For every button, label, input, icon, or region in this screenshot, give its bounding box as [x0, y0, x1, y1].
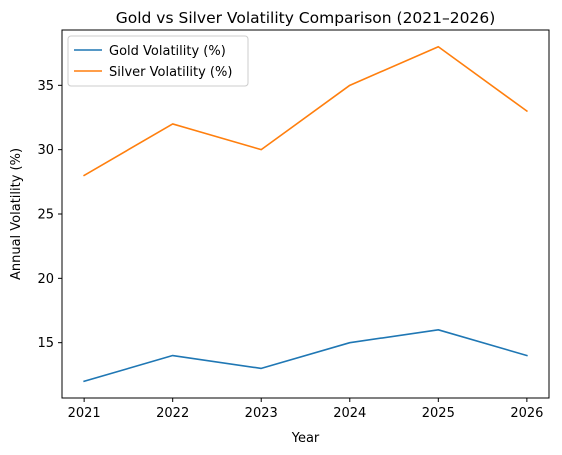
x-axis-label: Year — [291, 431, 320, 446]
legend: Gold Volatility (%) Silver Volatility (%… — [67, 35, 249, 87]
legend-box — [67, 35, 249, 87]
plot-lines — [83, 45, 528, 383]
x-tick-label: 2021 — [68, 406, 101, 421]
y-axis-ticks: 15 20 25 30 35 — [37, 79, 62, 351]
legend-label-silver: Silver Volatility (%) — [109, 65, 232, 80]
x-tick-label: 2024 — [333, 406, 366, 421]
series-line-gold — [83, 328, 528, 383]
series-line-silver — [83, 45, 528, 177]
chart-title: Gold vs Silver Volatility Comparison (20… — [116, 9, 496, 27]
x-tick-label: 2026 — [510, 406, 543, 421]
y-tick-label: 30 — [37, 143, 54, 158]
y-tick-label: 25 — [37, 208, 54, 223]
legend-label-gold: Gold Volatility (%) — [109, 44, 226, 59]
x-tick-label: 2022 — [156, 406, 189, 421]
x-tick-label: 2025 — [422, 406, 455, 421]
x-axis-ticks: 2021 2022 2023 2024 2025 2026 — [68, 398, 543, 421]
y-tick-label: 15 — [37, 336, 54, 351]
y-tick-label: 35 — [37, 79, 54, 94]
x-tick-label: 2023 — [245, 406, 278, 421]
y-axis-label: Annual Volatility (%) — [9, 148, 24, 280]
y-tick-label: 20 — [37, 272, 54, 287]
